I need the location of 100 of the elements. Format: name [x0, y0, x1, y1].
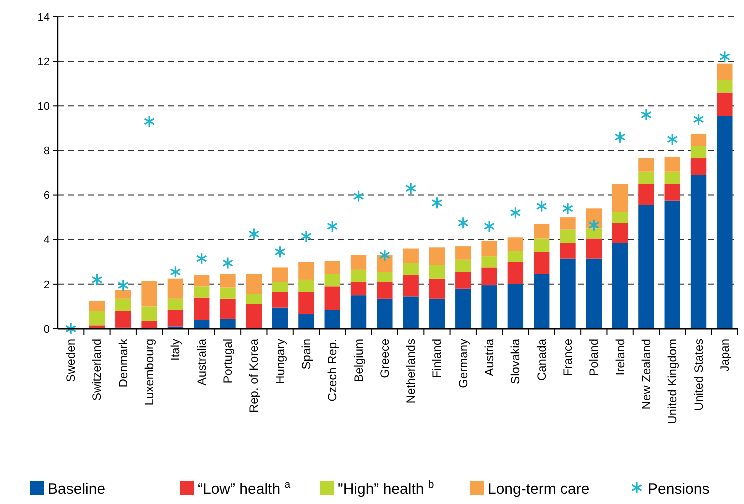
x-tick-label: United Kingdom	[666, 339, 680, 424]
bar	[560, 243, 576, 259]
point	[432, 196, 443, 210]
bar	[116, 311, 132, 328]
bar	[638, 205, 654, 329]
point	[693, 113, 704, 126]
point	[170, 266, 182, 278]
x-tick-label: Hungary	[273, 339, 288, 384]
bar	[272, 268, 288, 282]
bar	[89, 311, 106, 326]
legend-label: Pensions	[648, 480, 710, 498]
bar	[429, 298, 446, 329]
bar	[142, 281, 158, 307]
point	[118, 279, 129, 292]
bar	[246, 294, 262, 304]
bar	[272, 292, 288, 308]
bar	[403, 276, 419, 297]
bar	[272, 282, 288, 292]
bar	[298, 262, 314, 280]
bar	[690, 134, 707, 146]
bar	[482, 256, 498, 268]
bar	[717, 64, 733, 81]
y-tick-label: 2	[44, 279, 50, 292]
bar	[534, 224, 550, 239]
x-tick-label: Luxembourg	[142, 339, 157, 406]
bar	[534, 238, 550, 252]
bar	[482, 286, 498, 329]
x-tick-label: Japan	[718, 339, 732, 372]
bar	[298, 280, 314, 292]
point	[379, 249, 390, 262]
bar	[586, 238, 602, 259]
bar	[194, 298, 210, 320]
legend-label: "High” health $^{b}$	[338, 478, 434, 498]
bar	[246, 274, 262, 294]
point	[406, 182, 417, 195]
bar	[508, 238, 524, 251]
x-tick-label: Greece	[378, 338, 392, 378]
bar	[220, 288, 236, 299]
point	[300, 230, 312, 243]
x-tick-label: Netherlands	[404, 339, 418, 404]
bar	[690, 146, 707, 159]
bar	[664, 200, 680, 329]
bar	[612, 184, 628, 212]
x-tick-label: Czech Rep.	[326, 339, 340, 402]
bar	[534, 252, 550, 274]
legend-label: Long-term care	[488, 480, 590, 498]
bar	[403, 263, 419, 276]
y-tick-label: 6	[44, 190, 50, 202]
bar	[324, 261, 340, 274]
bar	[638, 172, 654, 184]
x-tick-label: Spain	[299, 339, 314, 370]
bar	[220, 274, 236, 288]
bar	[220, 298, 236, 319]
x-tick-label: Slovakia	[508, 338, 523, 384]
point	[196, 252, 208, 266]
point	[562, 202, 574, 215]
x-tick-label: Germany	[456, 339, 470, 388]
bar	[508, 262, 524, 284]
point	[458, 216, 469, 230]
bar	[142, 306, 158, 322]
bar	[664, 184, 680, 201]
point	[327, 220, 338, 233]
bar	[717, 116, 733, 329]
bar	[116, 290, 132, 299]
point	[353, 190, 364, 203]
bar	[612, 223, 628, 244]
bar	[456, 288, 472, 329]
x-tick-label: Denmark	[116, 338, 130, 388]
bar	[456, 246, 472, 260]
bar	[377, 282, 393, 299]
bar	[298, 292, 314, 315]
bar	[586, 228, 602, 239]
bar	[89, 301, 106, 312]
x-tick-label: Switzerland	[90, 339, 104, 402]
bar	[403, 296, 419, 329]
bar	[403, 248, 419, 264]
bar	[246, 304, 262, 329]
bar	[482, 240, 498, 257]
bar	[586, 258, 602, 329]
bar	[560, 218, 576, 230]
x-tick-label: Ireland	[613, 339, 628, 376]
point	[536, 200, 548, 213]
bar	[168, 310, 184, 327]
bar	[456, 272, 472, 289]
point	[484, 220, 496, 233]
x-tick-label: Belgium	[352, 339, 366, 382]
x-tick-label: Sweden	[64, 339, 78, 382]
bar	[429, 265, 446, 279]
bar	[456, 260, 472, 272]
y-tick-label: 10	[38, 100, 50, 113]
bar	[664, 157, 680, 172]
y-tick-label: 12	[38, 56, 50, 68]
bar	[560, 230, 576, 244]
x-tick-label: Canada	[534, 338, 549, 382]
bar	[508, 251, 524, 262]
point	[248, 228, 260, 241]
point	[510, 206, 522, 220]
point	[222, 256, 234, 270]
bar	[324, 274, 340, 287]
bar	[429, 278, 446, 299]
